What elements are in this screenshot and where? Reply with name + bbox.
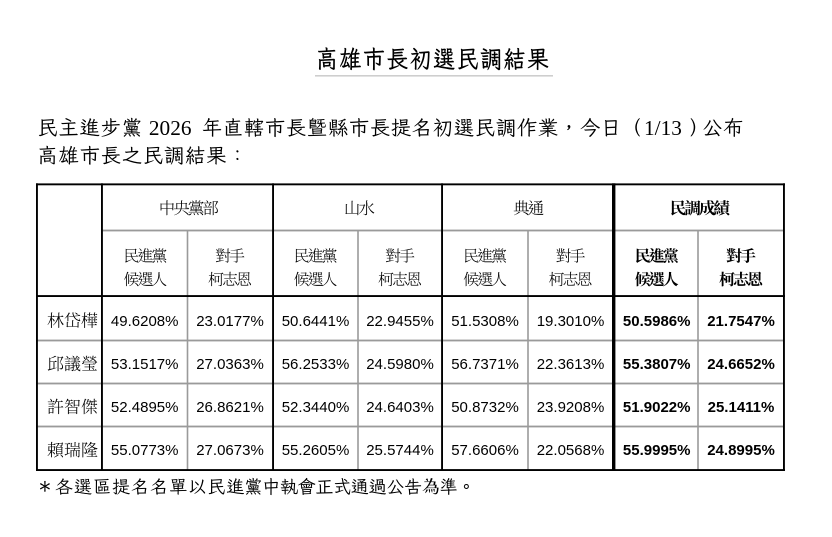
svg-text:55.3807%: 55.3807% bbox=[623, 356, 691, 373]
svg-text:24.6403%: 24.6403% bbox=[366, 399, 434, 416]
svg-text:25.1411%: 25.1411% bbox=[708, 399, 775, 416]
svg-text:2026: 2026 bbox=[149, 116, 192, 140]
svg-text:22.3613%: 22.3613% bbox=[537, 356, 605, 373]
svg-text:21.7547%: 21.7547% bbox=[707, 313, 775, 330]
svg-text:52.3440%: 52.3440% bbox=[282, 399, 350, 416]
svg-text:23.9208%: 23.9208% bbox=[537, 399, 605, 416]
svg-text:55.2605%: 55.2605% bbox=[282, 442, 350, 459]
svg-text:23.0177%: 23.0177% bbox=[196, 313, 264, 330]
svg-text:25.5744%: 25.5744% bbox=[366, 442, 434, 459]
svg-text:50.6441%: 50.6441% bbox=[282, 313, 350, 330]
svg-text:26.8621%: 26.8621% bbox=[196, 399, 264, 416]
svg-text:24.8995%: 24.8995% bbox=[707, 442, 775, 459]
svg-text:22.0568%: 22.0568% bbox=[537, 442, 605, 459]
svg-text:49.6208%: 49.6208% bbox=[111, 313, 179, 330]
svg-text:22.9455%: 22.9455% bbox=[366, 313, 434, 330]
svg-text:55.0773%: 55.0773% bbox=[111, 442, 179, 459]
svg-text:53.1517%: 53.1517% bbox=[111, 356, 179, 373]
svg-text:19.3010%: 19.3010% bbox=[537, 313, 605, 330]
svg-text:27.0363%: 27.0363% bbox=[196, 356, 264, 373]
svg-text:52.4895%: 52.4895% bbox=[111, 399, 179, 416]
svg-text:56.2533%: 56.2533% bbox=[282, 356, 350, 373]
svg-text:55.9995%: 55.9995% bbox=[623, 442, 691, 459]
svg-text:51.5308%: 51.5308% bbox=[451, 313, 519, 330]
svg-text:50.5986%: 50.5986% bbox=[623, 313, 691, 330]
svg-text:24.6652%: 24.6652% bbox=[707, 356, 775, 373]
svg-text:56.7371%: 56.7371% bbox=[451, 356, 519, 373]
svg-text:27.0673%: 27.0673% bbox=[196, 442, 264, 459]
svg-text:1/13: 1/13 bbox=[644, 116, 682, 140]
svg-text:50.8732%: 50.8732% bbox=[451, 399, 519, 416]
svg-text:51.9022%: 51.9022% bbox=[623, 399, 691, 416]
svg-text:24.5980%: 24.5980% bbox=[366, 356, 434, 373]
svg-text:57.6606%: 57.6606% bbox=[451, 442, 519, 459]
